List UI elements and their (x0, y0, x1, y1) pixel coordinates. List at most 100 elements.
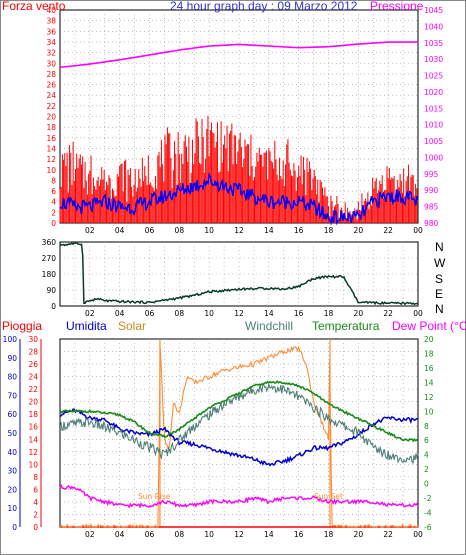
solar-left-y-tick: 16 (28, 423, 38, 432)
wind-left-y-tick: 14 (46, 144, 56, 153)
solar-left-y-tick: 2 (33, 510, 38, 519)
average-wind-line (59, 172, 419, 226)
series-layer (59, 41, 419, 529)
wind-x-tick: 18 (324, 226, 334, 235)
wind-left-y-tick: 16 (46, 134, 56, 143)
pressure-right-y-tick: 985 (424, 203, 439, 212)
direction-x-tick: 12 (234, 309, 244, 318)
temp-right-y-tick: 4 (424, 451, 429, 460)
humidity-left-y-tick: 60 (7, 410, 17, 419)
wind-left-y-tick: 18 (46, 123, 56, 132)
pressure-right-y-tick: 1040 (424, 22, 443, 31)
solar-left-y-tick: 22 (28, 385, 38, 394)
label-windchill: Windchill (245, 319, 293, 333)
direction-left-y-tick: 360 (42, 238, 57, 247)
wind-left-y-tick: 38 (46, 17, 56, 26)
solar-line (59, 345, 419, 529)
direction-left-y-tick: 90 (46, 286, 56, 295)
sunrise-annotation: Sun Rise (138, 492, 171, 501)
label-dewpoint: Dew Point (°C) (392, 319, 466, 333)
temp-right-y-tick: 12 (424, 393, 434, 402)
temp-right-y-tick: 0 (424, 480, 429, 489)
direction-x-tick: 04 (115, 309, 125, 318)
wind-left-y-tick: 10 (46, 166, 56, 175)
pressure-right-y-tick: 1010 (424, 121, 443, 130)
solar-left-y-tick: 6 (33, 485, 38, 494)
temp-x-tick: 08 (175, 530, 185, 539)
wind-left-y-tick: 6 (51, 187, 56, 196)
temp-x-tick: 04 (115, 530, 125, 539)
temp-right-y-tick: 6 (424, 436, 429, 445)
humidity-left-y-tick: 90 (7, 354, 17, 363)
humidity-left-y-tick: 10 (7, 504, 17, 513)
pressure-right-y-tick: 990 (424, 186, 439, 195)
temp-x-tick: 16 (294, 530, 304, 539)
wind-left-y-tick: 0 (51, 219, 56, 228)
temp-right-y-tick: 18 (424, 349, 434, 358)
wind-x-tick: 10 (204, 226, 214, 235)
direction-left-y-tick: 270 (42, 254, 57, 263)
direction-left-y-tick: 0 (51, 302, 56, 311)
pressure-right-y-tick: 1020 (424, 88, 443, 97)
temp-x-tick: 22 (383, 530, 393, 539)
solar-left-y-tick: 18 (28, 410, 38, 419)
pressure-right-y-tick: 1025 (424, 72, 443, 81)
wind-left-y-tick: 8 (51, 176, 56, 185)
pressure-right-y-tick: 995 (424, 170, 439, 179)
compass-n-bottom: N (435, 302, 444, 316)
wind-left-y-tick: 4 (51, 198, 56, 207)
temp-right-y-tick: 20 (424, 335, 434, 344)
chart-title: 24 hour graph day : 09 Marzo 2012 (170, 0, 358, 13)
humidity-left-y-tick: 70 (7, 391, 17, 400)
humidity-left-y-tick: 80 (7, 373, 17, 382)
wind-direction-line (59, 241, 419, 306)
temp-right-y-tick: 16 (424, 364, 434, 373)
temp-right-y-tick: 10 (424, 407, 434, 416)
pressure-right-y-tick: 1045 (424, 6, 443, 15)
temp-right-y-tick: 2 (424, 465, 429, 474)
wind-x-tick: 06 (145, 226, 155, 235)
temp-x-tick: 14 (264, 530, 274, 539)
wind-x-tick: 08 (175, 226, 185, 235)
solar-left-y-tick: 8 (33, 473, 38, 482)
wind-x-tick: 22 (383, 226, 393, 235)
wind-x-tick: 02 (85, 226, 95, 235)
direction-x-tick: 14 (264, 309, 274, 318)
label-pioggia: Pioggia (2, 319, 42, 333)
temp-right-y-tick: 8 (424, 422, 429, 431)
humidity-left-y-tick: 20 (7, 485, 17, 494)
direction-left-y-tick: 180 (42, 270, 57, 279)
solar-left-y-tick: 0 (33, 523, 38, 532)
solar-left-y-tick: 28 (28, 348, 38, 357)
temp-x-tick: 10 (204, 530, 214, 539)
wind-x-tick: 16 (294, 226, 304, 235)
compass-s: S (435, 272, 443, 286)
temp-right-y-tick: 14 (424, 378, 434, 387)
wind-left-y-tick: 24 (46, 91, 56, 100)
direction-x-tick: 22 (383, 309, 393, 318)
humidity-left-y-tick: 0 (12, 523, 17, 532)
wind-left-y-tick: 22 (46, 102, 56, 111)
wind-x-tick: 20 (354, 226, 364, 235)
temp-right-y-tick: -2 (424, 494, 432, 503)
temp-x-tick: 02 (85, 530, 95, 539)
wind-left-y-tick: 34 (46, 38, 56, 47)
compass-e: E (435, 287, 443, 301)
direction-x-tick: 20 (354, 309, 364, 318)
humidity-left-y-tick: 40 (7, 448, 17, 457)
pressure-right-y-tick: 1015 (424, 104, 443, 113)
grid-layer (60, 10, 418, 527)
pressure-line (59, 41, 418, 69)
direction-x-tick: 08 (175, 309, 185, 318)
wind-left-y-tick: 36 (46, 27, 56, 36)
pressure-right-y-tick: 1005 (424, 137, 443, 146)
wind-left-y-tick: 2 (51, 208, 56, 217)
direction-x-tick: 10 (204, 309, 214, 318)
wind-left-y-tick: 28 (46, 70, 56, 79)
label-temperatura: Temperatura (312, 319, 380, 333)
solar-left-y-tick: 10 (28, 460, 38, 469)
compass-w: W (434, 256, 446, 270)
solar-left-y-tick: 20 (28, 398, 38, 407)
wind-left-y-tick: 40 (46, 6, 56, 15)
label-solar: Solar (118, 319, 146, 333)
